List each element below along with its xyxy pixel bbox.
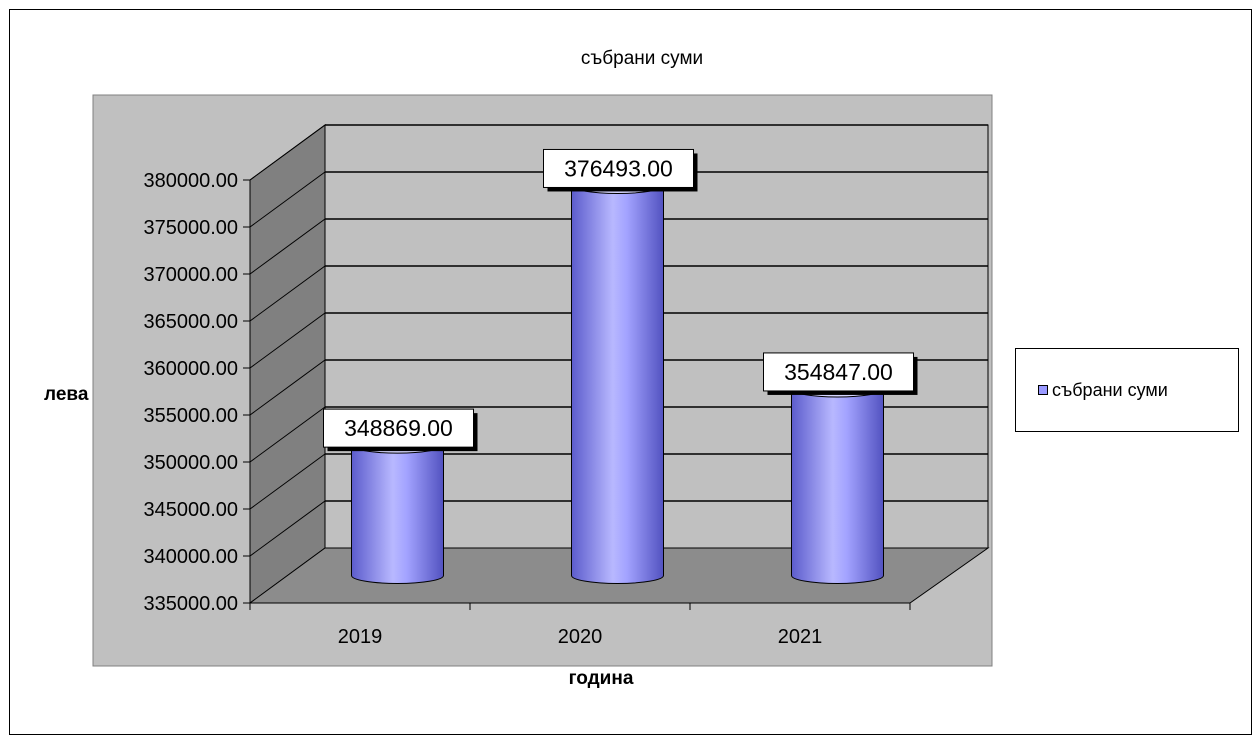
data-label-text: 354847.00 <box>784 359 893 385</box>
chart-title: събрани суми <box>581 48 703 69</box>
y-tick-label: 360000.00 <box>143 358 238 380</box>
data-label-text: 348869.00 <box>344 415 453 441</box>
legend-swatch <box>1038 385 1048 395</box>
y-tick-label: 375000.00 <box>143 217 238 239</box>
gridline-diagonal <box>249 406 326 463</box>
y-tick-label: 355000.00 <box>143 405 238 427</box>
gridline-diagonal <box>249 500 326 557</box>
gridline-diagonal <box>249 312 326 369</box>
y-tick-label: 370000.00 <box>143 264 238 286</box>
legend: събрани суми <box>1015 348 1239 432</box>
data-label-box <box>763 352 914 392</box>
bar-2021 <box>791 380 884 584</box>
bar-2020 <box>571 176 664 584</box>
x-axis-title: година <box>569 668 634 689</box>
y-tick-label: 380000.00 <box>143 170 238 192</box>
gridline-diagonal <box>249 218 326 275</box>
data-label-2021: 354847.00 <box>763 352 918 395</box>
y-tick-label: 345000.00 <box>143 499 238 521</box>
data-label-2019: 348869.00 <box>323 408 478 452</box>
y-tick-labels: 335000.00 340000.00 345000.00 350000.00 3550… <box>143 170 250 615</box>
legend-label: събрани суми <box>1052 379 1168 400</box>
data-label-text: 376493.00 <box>564 155 673 181</box>
x-tick-label: 2020 <box>558 626 603 648</box>
x-tick-label: 2019 <box>338 626 383 648</box>
bar-body <box>791 388 884 584</box>
y-tick-label: 365000.00 <box>143 311 238 333</box>
y-tick-label: 335000.00 <box>143 593 238 615</box>
gridline-diagonal <box>249 171 326 228</box>
gridline-diagonal <box>249 453 326 510</box>
data-label-2020: 376493.00 <box>543 148 698 192</box>
y-tick-label: 350000.00 <box>143 452 238 474</box>
x-axis: 2019 2020 2021 <box>249 602 911 648</box>
bar-body <box>571 184 664 584</box>
data-label-box <box>543 148 694 188</box>
gridline-diagonal <box>249 265 326 322</box>
bar-2019 <box>351 436 444 584</box>
y-axis-title: лева <box>44 384 89 405</box>
gridline-diagonal <box>249 359 326 416</box>
x-tick-label: 2021 <box>778 626 823 648</box>
data-labels: 348869.00 376493.00 354847.00 <box>323 148 918 452</box>
data-label-box <box>323 408 474 448</box>
side-wall <box>249 124 326 604</box>
gridline-diagonal <box>249 124 326 181</box>
bar-body <box>351 444 444 584</box>
y-tick-label: 340000.00 <box>143 546 238 568</box>
